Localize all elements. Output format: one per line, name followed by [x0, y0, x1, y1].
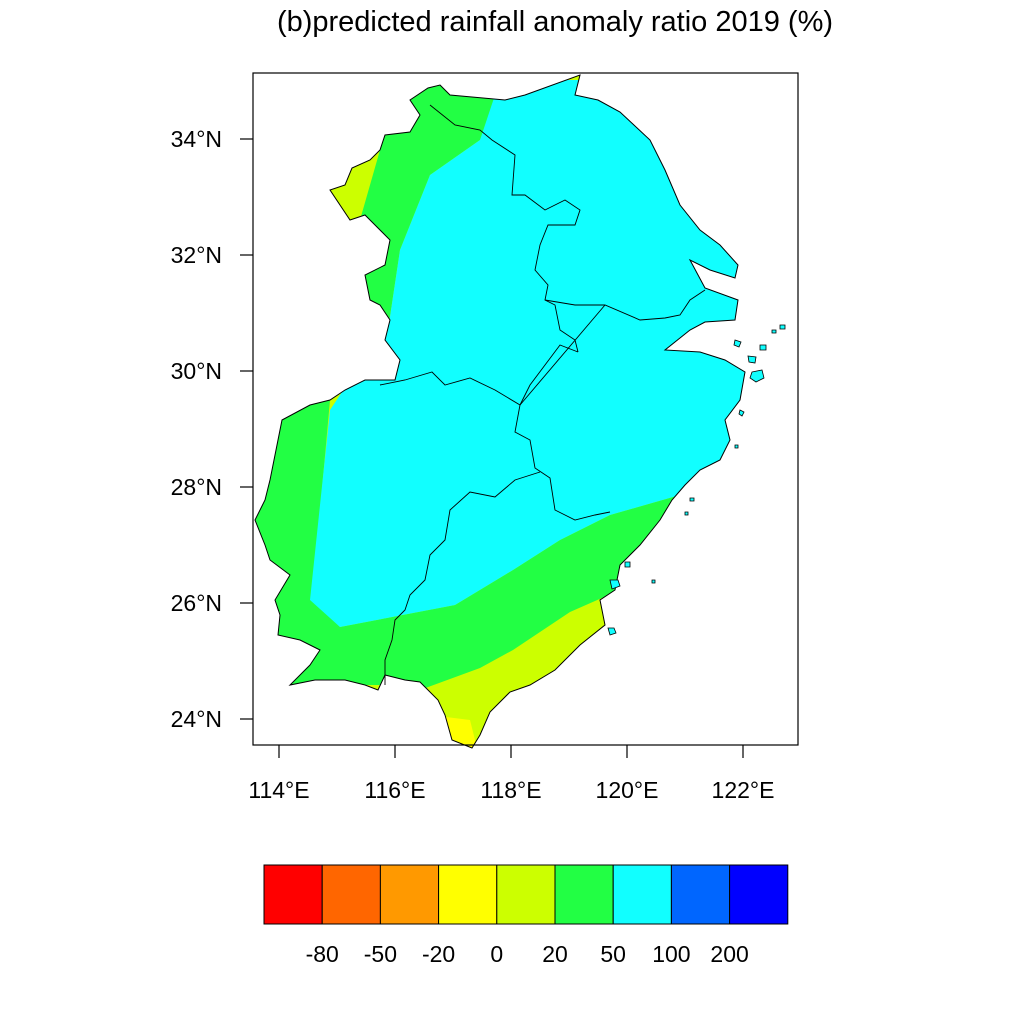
- colorbar-label: -20: [422, 941, 455, 967]
- coastline-outline: [254, 74, 746, 749]
- colorbar-label: 50: [600, 941, 626, 967]
- fill-cyan-zone: [310, 80, 745, 627]
- y-tick-label: 34°N: [171, 126, 222, 152]
- axis-tick-labels: 114°E 116°E 118°E 120°E 122°E 34°N 32°N 30°N 28°…: [171, 126, 775, 803]
- colorbar-label: 100: [652, 941, 690, 967]
- colorbar-label: 20: [542, 941, 568, 967]
- y-tick-label: 26°N: [171, 590, 222, 616]
- offshore-islands: [607, 324, 786, 636]
- x-tick-label: 122°E: [712, 777, 775, 803]
- x-tick-label: 114°E: [248, 777, 309, 803]
- x-tick-label: 120°E: [596, 777, 659, 803]
- map-title: (b)predicted rainfall anomaly ratio 2019…: [276, 6, 834, 38]
- colorbar-swatch: [438, 864, 498, 925]
- x-tick-label: 116°E: [364, 777, 425, 803]
- colorbar: [263, 864, 789, 925]
- y-tick-label: 28°N: [171, 474, 222, 500]
- colorbar-labels: -80 -50 -20 0 20 50 100 200: [306, 941, 749, 967]
- colorbar-swatch: [554, 864, 614, 925]
- colorbar-swatch: [263, 864, 323, 925]
- y-tick-label: 30°N: [171, 358, 222, 384]
- colorbar-swatch: [379, 864, 440, 925]
- map-frame: [252, 72, 799, 746]
- colorbar-swatch: [670, 864, 731, 925]
- colorbar-label: -80: [306, 941, 339, 967]
- fill-green-zone: [255, 80, 680, 690]
- x-tick-label: 118°E: [480, 777, 541, 803]
- colorbar-swatch: [729, 864, 789, 925]
- y-tick-label: 24°N: [171, 706, 222, 732]
- axis-tick-marks: [240, 138, 744, 758]
- colorbar-label: 0: [490, 941, 503, 967]
- colorbar-label: 200: [710, 941, 748, 967]
- colorbar-swatch: [496, 864, 556, 925]
- y-tick-label: 32°N: [171, 242, 222, 268]
- colorbar-swatch: [612, 864, 672, 925]
- province-borders: [379, 104, 706, 685]
- colorbar-swatch: [321, 864, 381, 925]
- colorbar-label: -50: [364, 941, 397, 967]
